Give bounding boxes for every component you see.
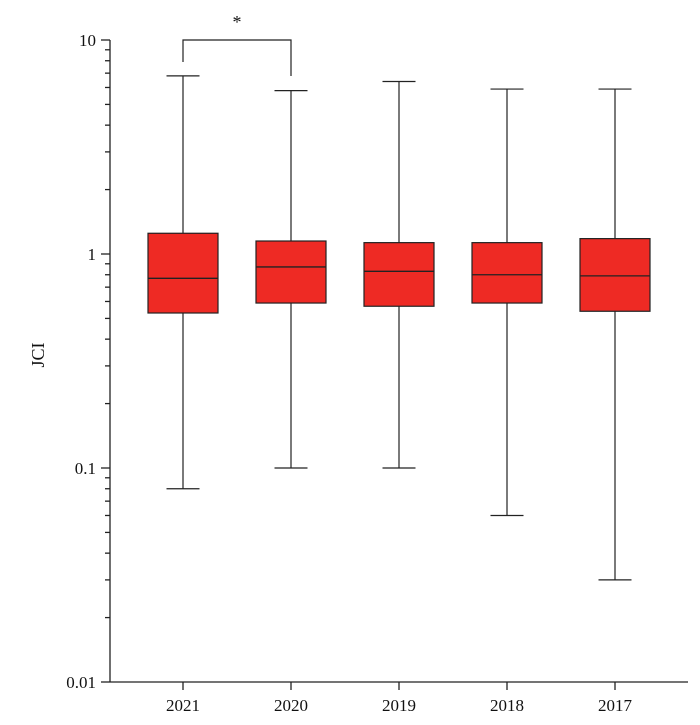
box-group-2019 bbox=[363, 80, 435, 469]
box-group-2021 bbox=[147, 75, 219, 490]
box-group-2020 bbox=[255, 90, 327, 469]
x-tick-label: 2019 bbox=[382, 696, 416, 715]
iqr-box bbox=[363, 242, 435, 307]
iqr-box bbox=[579, 238, 651, 312]
axes: 0.01 0.1 1 10 2021 2020 2019 2018 2017 bbox=[66, 31, 688, 715]
y-tick-label: 1 bbox=[88, 245, 97, 264]
box-group-2018 bbox=[471, 88, 543, 517]
annotations: * bbox=[182, 12, 292, 76]
iqr-box bbox=[471, 242, 543, 304]
y-tick-label: 0.1 bbox=[75, 459, 96, 478]
x-tick-label: 2018 bbox=[490, 696, 524, 715]
x-tick-label: 2017 bbox=[598, 696, 633, 715]
y-axis-label: JCI bbox=[28, 342, 48, 367]
y-tick-label: 10 bbox=[79, 31, 96, 50]
x-tick-label: 2021 bbox=[166, 696, 200, 715]
y-tick-label: 0.01 bbox=[66, 673, 96, 692]
x-tick-label: 2020 bbox=[274, 696, 308, 715]
significance-bracket bbox=[182, 39, 292, 76]
box-group-2017 bbox=[579, 88, 651, 581]
box-marks bbox=[147, 75, 651, 581]
iqr-box bbox=[147, 232, 219, 314]
iqr-box bbox=[255, 240, 327, 304]
significance-star: * bbox=[233, 12, 242, 32]
